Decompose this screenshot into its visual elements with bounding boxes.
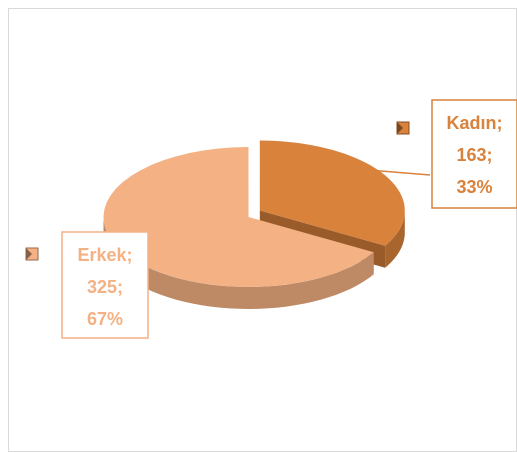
leader-line <box>367 169 431 176</box>
data-label-percent: 67% <box>87 309 123 329</box>
slice-side <box>103 217 374 309</box>
slice-side <box>385 210 405 268</box>
legend-marker-shade <box>26 248 32 260</box>
data-label-value: 163; <box>456 145 492 165</box>
slice-top <box>259 140 405 246</box>
legend-marker-shade <box>397 122 403 134</box>
data-label-box <box>431 99 517 209</box>
slice-top <box>103 147 374 287</box>
data-label-percent: 33% <box>456 177 492 197</box>
data-label-box <box>61 231 149 339</box>
data-label-category: Erkek; <box>77 245 132 265</box>
data-label-value: 325; <box>87 277 123 297</box>
data-label-category: Kadın; <box>447 113 503 133</box>
pie-slice <box>103 147 374 309</box>
